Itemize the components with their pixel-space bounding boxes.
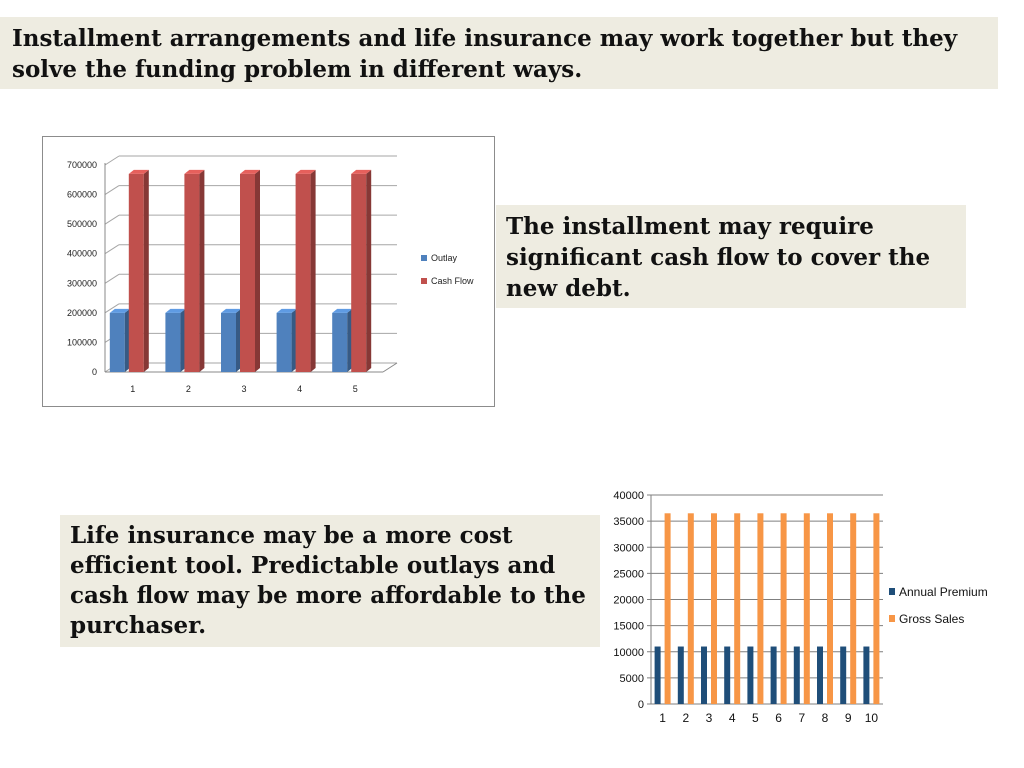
- x-tick-label: 4: [297, 384, 302, 394]
- y-tick-label: 10000: [613, 647, 644, 659]
- x-tick-label: 5: [752, 711, 759, 725]
- y-tick-label: 40000: [613, 490, 644, 502]
- bar-outlay: [165, 308, 186, 372]
- y-tick-label: 5000: [620, 673, 644, 685]
- y-tick-label: 20000: [613, 595, 644, 607]
- y-tick-label: 500000: [67, 219, 97, 229]
- y-tick-label: 30000: [613, 542, 644, 554]
- bar-gross-sales: [827, 513, 833, 704]
- bar-gross-sales: [687, 513, 694, 704]
- bar-outlay: [332, 308, 353, 372]
- bar-gross-sales: [873, 513, 880, 704]
- y-tick-label: 400000: [67, 249, 97, 259]
- bar-gross-sales: [757, 513, 764, 704]
- x-tick-label: 1: [130, 384, 135, 394]
- y-tick-label: 25000: [613, 568, 644, 580]
- life-insurance-chart-svg: 0 5000 10000 15000 20000 25000 30000 35000 40000…: [613, 490, 988, 725]
- bar-annual-premium: [817, 646, 823, 704]
- x-tick-label: 2: [186, 384, 191, 394]
- life-insurance-chart: 0 5000 10000 15000 20000 25000 30000 35000 40000…: [595, 483, 1020, 728]
- bar-annual-premium: [793, 646, 800, 704]
- x-tick-label: 3: [706, 711, 713, 725]
- x-tick-label: 1: [659, 711, 666, 725]
- legend-swatch: [889, 615, 895, 622]
- y-tick-label: 200000: [67, 308, 97, 318]
- x-tick-label: 3: [241, 384, 246, 394]
- bar-outlay: [221, 308, 241, 372]
- installment-chart-svg: 0 100000 200000 300000 400000 500000 600000 700…: [67, 155, 474, 394]
- legend-label: Cash Flow: [431, 276, 474, 286]
- y-tick-label: 700000: [67, 160, 97, 170]
- x-tick-label: 10: [865, 711, 879, 725]
- bar-annual-premium: [863, 646, 870, 704]
- x-tick-label: 6: [775, 711, 782, 725]
- bar-gross-sales: [780, 513, 787, 704]
- x-tick-label: 5: [353, 384, 358, 394]
- bar-gross-sales: [711, 513, 717, 704]
- life-insurance-callout: Life insurance may be a more cost effici…: [60, 515, 600, 647]
- x-tick-label: 7: [798, 711, 805, 725]
- bar-gross-sales: [664, 513, 671, 704]
- bar-annual-premium: [724, 646, 731, 704]
- y-tick-label: 15000: [613, 621, 644, 633]
- y-tick-label: 35000: [613, 516, 644, 528]
- x-tick-label: 9: [845, 711, 852, 725]
- slide-headline: Installment arrangements and life insura…: [0, 17, 998, 89]
- legend-swatch: [421, 255, 427, 261]
- y-tick-label: 0: [92, 367, 97, 377]
- bar-outlay: [109, 308, 130, 372]
- bar-cash-flow: [351, 169, 372, 372]
- y-tick-label: 0: [638, 699, 644, 711]
- legend-swatch: [421, 278, 427, 284]
- bar-cash-flow: [240, 169, 260, 372]
- bar-gross-sales: [734, 513, 741, 704]
- y-tick-label: 100000: [67, 337, 97, 347]
- bar-gross-sales: [850, 513, 857, 704]
- installment-callout: The installment may require significant …: [496, 205, 966, 308]
- x-tick-label: 4: [729, 711, 736, 725]
- bar-cash-flow: [128, 169, 149, 372]
- y-tick-label: 300000: [67, 278, 97, 288]
- bar-annual-premium: [747, 646, 754, 704]
- bar-gross-sales: [803, 513, 810, 704]
- bar-annual-premium: [840, 646, 847, 704]
- bar-annual-premium: [770, 646, 777, 704]
- legend-label: Annual Premium: [899, 585, 988, 599]
- bar-outlay: [276, 308, 297, 372]
- y-tick-label: 600000: [67, 190, 97, 200]
- x-tick-label: 2: [682, 711, 689, 725]
- installment-chart: 0 100000 200000 300000 400000 500000 600000 700…: [42, 136, 495, 407]
- x-tick-label: 8: [822, 711, 829, 725]
- legend-swatch: [889, 588, 895, 595]
- bar-cash-flow: [295, 169, 316, 372]
- bar-annual-premium: [654, 646, 661, 704]
- legend-label: Gross Sales: [899, 612, 964, 626]
- legend-label: Outlay: [431, 253, 458, 263]
- bar-cash-flow: [184, 169, 205, 372]
- bar-annual-premium: [677, 646, 684, 704]
- bar-annual-premium: [701, 646, 707, 704]
